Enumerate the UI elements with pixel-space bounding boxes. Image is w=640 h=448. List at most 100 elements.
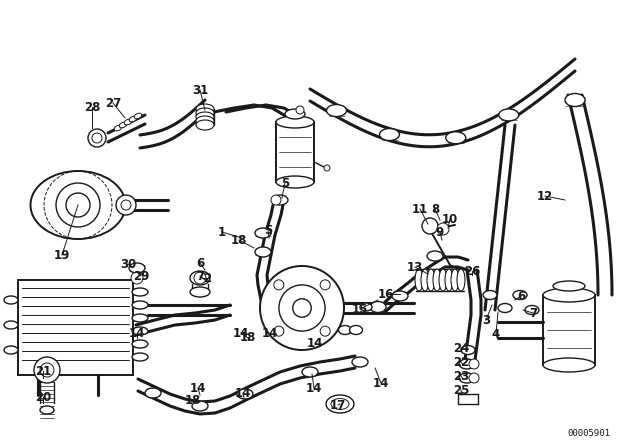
Text: 30: 30 [120,258,136,271]
Ellipse shape [543,288,595,302]
Ellipse shape [553,281,585,291]
Text: 00005901: 00005901 [567,429,610,438]
Circle shape [271,195,281,205]
Text: 25: 25 [453,383,469,396]
Text: 14: 14 [373,376,389,389]
Text: 3: 3 [482,314,490,327]
Ellipse shape [445,269,453,291]
Bar [543,295,595,365]
Bar [18,280,133,375]
Ellipse shape [461,345,475,354]
Ellipse shape [276,176,314,188]
Circle shape [296,106,304,114]
Text: 14: 14 [262,327,278,340]
Ellipse shape [190,287,210,297]
Text: 16: 16 [378,288,394,301]
Ellipse shape [415,269,423,291]
Ellipse shape [380,129,399,141]
Ellipse shape [339,326,351,335]
Ellipse shape [451,269,459,291]
Ellipse shape [543,358,595,372]
Text: 15: 15 [352,302,368,315]
Text: 14: 14 [306,382,322,395]
Circle shape [56,183,100,227]
Circle shape [274,280,284,290]
Ellipse shape [124,119,132,125]
Text: 4: 4 [492,327,500,340]
Ellipse shape [255,247,271,257]
Text: 26: 26 [464,264,480,277]
Text: 27: 27 [105,96,121,109]
Text: 5: 5 [264,224,272,237]
Ellipse shape [132,314,148,322]
Ellipse shape [145,388,161,398]
Ellipse shape [459,359,475,369]
Ellipse shape [565,94,585,107]
Ellipse shape [272,195,288,205]
Ellipse shape [349,326,362,335]
Text: 14: 14 [129,327,145,340]
Circle shape [437,223,449,235]
Text: 14: 14 [235,387,251,400]
Ellipse shape [192,401,208,411]
Circle shape [422,218,438,234]
Ellipse shape [276,116,314,128]
Text: 19: 19 [54,249,70,262]
Ellipse shape [498,303,512,313]
Text: 24: 24 [453,341,469,354]
Ellipse shape [513,290,527,300]
Text: 17: 17 [330,399,346,412]
Text: 18: 18 [240,331,256,344]
Text: 14: 14 [233,327,249,340]
Ellipse shape [129,116,137,122]
Ellipse shape [40,406,54,414]
Text: 13: 13 [407,260,423,273]
Ellipse shape [445,132,466,144]
Text: 31: 31 [192,83,208,96]
Ellipse shape [132,288,148,296]
Ellipse shape [237,389,253,399]
Ellipse shape [196,104,214,114]
Text: 28: 28 [84,100,100,113]
Ellipse shape [255,228,271,238]
Ellipse shape [132,301,148,309]
Text: 22: 22 [453,356,469,369]
Text: 2: 2 [203,271,211,284]
Text: 6: 6 [196,257,204,270]
Text: 29: 29 [133,270,149,283]
Ellipse shape [483,290,497,300]
Circle shape [279,285,325,331]
Ellipse shape [4,346,18,354]
Ellipse shape [196,116,214,126]
Circle shape [40,363,54,377]
Ellipse shape [421,269,429,291]
Ellipse shape [285,109,305,119]
Ellipse shape [119,122,127,128]
Circle shape [121,200,131,210]
Circle shape [66,193,90,217]
Ellipse shape [190,271,210,285]
Text: 14: 14 [307,336,323,349]
Ellipse shape [499,109,519,121]
Text: 18: 18 [231,233,247,246]
Ellipse shape [326,395,354,413]
Text: 21: 21 [35,365,51,378]
Circle shape [469,359,479,369]
Ellipse shape [370,302,386,313]
Text: 1: 1 [218,225,226,238]
Ellipse shape [433,269,441,291]
Circle shape [320,280,330,290]
Circle shape [320,326,330,336]
Circle shape [324,165,330,171]
Ellipse shape [114,125,122,131]
Text: 20: 20 [35,391,51,404]
Ellipse shape [196,112,214,122]
Text: 5: 5 [281,177,289,190]
Ellipse shape [4,296,18,304]
Ellipse shape [134,113,142,119]
Ellipse shape [360,303,372,311]
Circle shape [194,272,206,284]
Ellipse shape [331,399,349,409]
Circle shape [131,272,143,284]
Ellipse shape [132,353,148,361]
